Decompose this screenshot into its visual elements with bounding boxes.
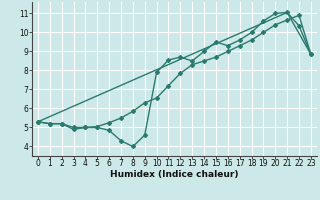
X-axis label: Humidex (Indice chaleur): Humidex (Indice chaleur)	[110, 170, 239, 179]
